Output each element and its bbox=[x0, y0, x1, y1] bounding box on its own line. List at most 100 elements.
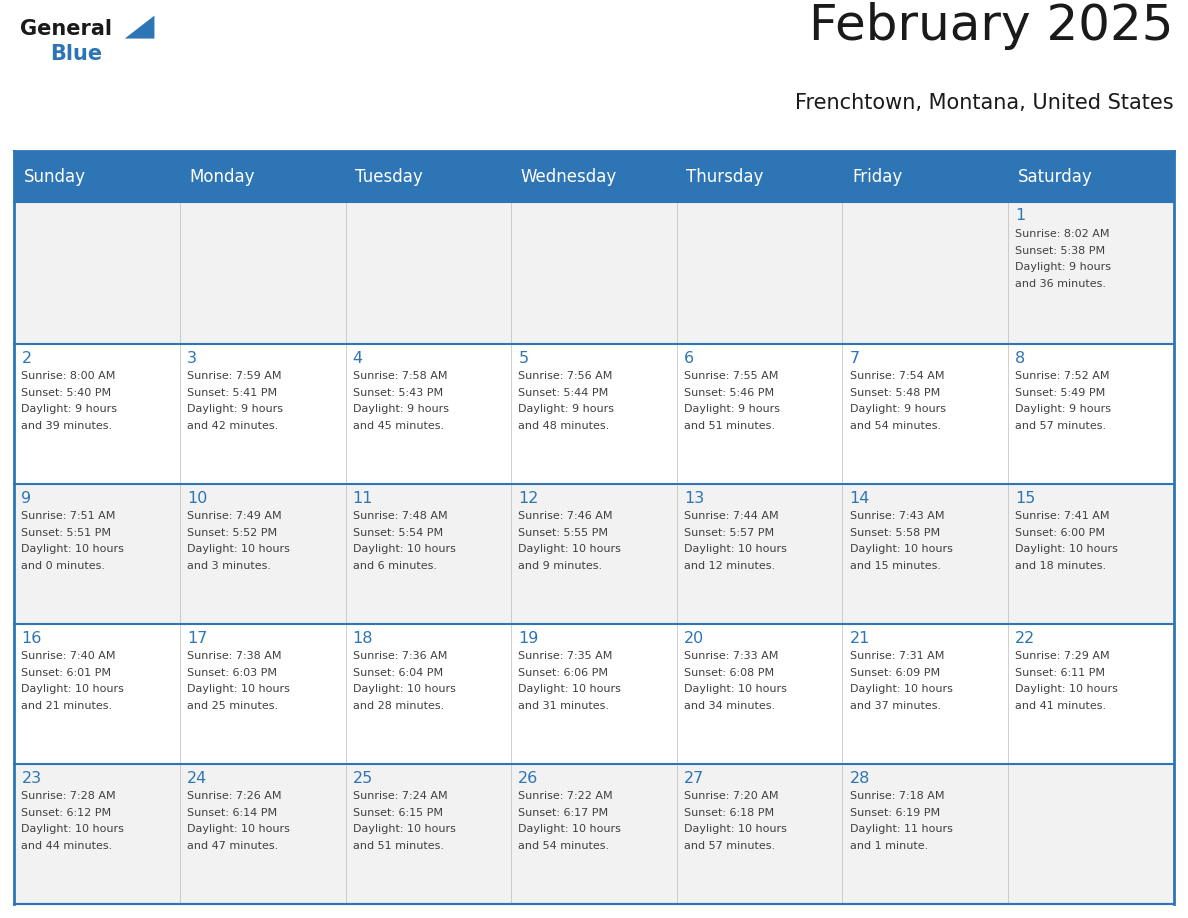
Text: Sunday: Sunday bbox=[24, 168, 86, 185]
Text: Sunset: 6:12 PM: Sunset: 6:12 PM bbox=[21, 808, 112, 818]
Text: 22: 22 bbox=[1016, 631, 1036, 645]
Text: 1: 1 bbox=[1016, 208, 1025, 223]
Text: Daylight: 11 hours: Daylight: 11 hours bbox=[849, 824, 953, 834]
Text: Daylight: 10 hours: Daylight: 10 hours bbox=[518, 685, 621, 694]
Text: Sunrise: 7:24 AM: Sunrise: 7:24 AM bbox=[353, 791, 448, 801]
Bar bbox=[511, 485, 677, 624]
Text: Sunrise: 7:38 AM: Sunrise: 7:38 AM bbox=[187, 652, 282, 661]
Text: Sunrise: 8:02 AM: Sunrise: 8:02 AM bbox=[1016, 229, 1110, 239]
Text: Sunrise: 7:54 AM: Sunrise: 7:54 AM bbox=[849, 372, 944, 381]
Text: 26: 26 bbox=[518, 771, 538, 786]
Text: Sunset: 6:18 PM: Sunset: 6:18 PM bbox=[684, 808, 775, 818]
Bar bbox=[179, 202, 346, 344]
Text: Daylight: 10 hours: Daylight: 10 hours bbox=[353, 544, 455, 554]
Text: Sunset: 6:14 PM: Sunset: 6:14 PM bbox=[187, 808, 277, 818]
Text: Sunrise: 7:26 AM: Sunrise: 7:26 AM bbox=[187, 791, 282, 801]
Text: 18: 18 bbox=[353, 631, 373, 645]
Text: and 3 minutes.: and 3 minutes. bbox=[187, 561, 271, 571]
Text: Daylight: 9 hours: Daylight: 9 hours bbox=[518, 405, 614, 414]
Text: Daylight: 9 hours: Daylight: 9 hours bbox=[187, 405, 283, 414]
Text: and 6 minutes.: and 6 minutes. bbox=[353, 561, 437, 571]
Text: Daylight: 9 hours: Daylight: 9 hours bbox=[353, 405, 449, 414]
Text: Frenchtown, Montana, United States: Frenchtown, Montana, United States bbox=[795, 93, 1174, 113]
Bar bbox=[842, 344, 1009, 485]
Text: Daylight: 10 hours: Daylight: 10 hours bbox=[21, 824, 125, 834]
Bar bbox=[1009, 344, 1174, 485]
Text: Friday: Friday bbox=[852, 168, 902, 185]
Text: Sunset: 6:06 PM: Sunset: 6:06 PM bbox=[518, 668, 608, 677]
Text: Sunset: 6:03 PM: Sunset: 6:03 PM bbox=[187, 668, 277, 677]
Bar bbox=[14, 344, 179, 485]
Text: Sunrise: 7:56 AM: Sunrise: 7:56 AM bbox=[518, 372, 613, 381]
Bar bbox=[842, 202, 1009, 344]
Text: and 25 minutes.: and 25 minutes. bbox=[187, 701, 278, 711]
Text: 23: 23 bbox=[21, 771, 42, 786]
Text: and 57 minutes.: and 57 minutes. bbox=[1016, 421, 1106, 431]
Bar bbox=[179, 485, 346, 624]
Text: 17: 17 bbox=[187, 631, 208, 645]
Text: 14: 14 bbox=[849, 491, 870, 506]
Text: Sunset: 6:15 PM: Sunset: 6:15 PM bbox=[353, 808, 443, 818]
Text: Sunrise: 7:22 AM: Sunrise: 7:22 AM bbox=[518, 791, 613, 801]
Text: Sunset: 6:00 PM: Sunset: 6:00 PM bbox=[1016, 528, 1105, 538]
Text: Daylight: 10 hours: Daylight: 10 hours bbox=[684, 685, 786, 694]
Text: Daylight: 10 hours: Daylight: 10 hours bbox=[1016, 685, 1118, 694]
Text: Daylight: 10 hours: Daylight: 10 hours bbox=[21, 544, 125, 554]
Text: 21: 21 bbox=[849, 631, 870, 645]
Text: Thursday: Thursday bbox=[687, 168, 764, 185]
Text: 27: 27 bbox=[684, 771, 704, 786]
Text: Sunset: 5:38 PM: Sunset: 5:38 PM bbox=[1016, 245, 1105, 255]
Text: Sunset: 5:54 PM: Sunset: 5:54 PM bbox=[353, 528, 443, 538]
Text: Sunset: 5:46 PM: Sunset: 5:46 PM bbox=[684, 388, 775, 397]
Text: 10: 10 bbox=[187, 491, 208, 506]
Text: and 15 minutes.: and 15 minutes. bbox=[849, 561, 941, 571]
Bar bbox=[179, 344, 346, 485]
Bar bbox=[1009, 764, 1174, 904]
Bar bbox=[1009, 202, 1174, 344]
Text: and 31 minutes.: and 31 minutes. bbox=[518, 701, 609, 711]
Text: 13: 13 bbox=[684, 491, 704, 506]
Text: Sunset: 6:08 PM: Sunset: 6:08 PM bbox=[684, 668, 775, 677]
Text: Sunrise: 7:29 AM: Sunrise: 7:29 AM bbox=[1016, 652, 1110, 661]
Text: Sunrise: 7:33 AM: Sunrise: 7:33 AM bbox=[684, 652, 778, 661]
Text: 2: 2 bbox=[21, 351, 32, 365]
Text: and 42 minutes.: and 42 minutes. bbox=[187, 421, 278, 431]
Text: Sunset: 5:58 PM: Sunset: 5:58 PM bbox=[849, 528, 940, 538]
Text: and 54 minutes.: and 54 minutes. bbox=[518, 841, 609, 851]
Text: Blue: Blue bbox=[50, 44, 102, 64]
Text: Sunset: 6:01 PM: Sunset: 6:01 PM bbox=[21, 668, 112, 677]
Text: Daylight: 9 hours: Daylight: 9 hours bbox=[684, 405, 781, 414]
Text: Daylight: 10 hours: Daylight: 10 hours bbox=[187, 685, 290, 694]
Text: 5: 5 bbox=[518, 351, 529, 365]
Text: 16: 16 bbox=[21, 631, 42, 645]
Text: Tuesday: Tuesday bbox=[355, 168, 423, 185]
Text: 4: 4 bbox=[353, 351, 362, 365]
Text: and 51 minutes.: and 51 minutes. bbox=[353, 841, 443, 851]
Text: Daylight: 10 hours: Daylight: 10 hours bbox=[187, 824, 290, 834]
Text: and 34 minutes.: and 34 minutes. bbox=[684, 701, 775, 711]
Text: Sunset: 6:19 PM: Sunset: 6:19 PM bbox=[849, 808, 940, 818]
Text: Daylight: 9 hours: Daylight: 9 hours bbox=[849, 405, 946, 414]
Bar bbox=[179, 764, 346, 904]
Text: 28: 28 bbox=[849, 771, 870, 786]
Text: and 39 minutes.: and 39 minutes. bbox=[21, 421, 113, 431]
Bar bbox=[346, 202, 511, 344]
Text: Daylight: 9 hours: Daylight: 9 hours bbox=[21, 405, 118, 414]
Text: and 36 minutes.: and 36 minutes. bbox=[1016, 279, 1106, 288]
Text: Daylight: 10 hours: Daylight: 10 hours bbox=[21, 685, 125, 694]
Bar bbox=[677, 485, 842, 624]
Text: Sunrise: 7:41 AM: Sunrise: 7:41 AM bbox=[1016, 511, 1110, 521]
Text: Sunrise: 7:43 AM: Sunrise: 7:43 AM bbox=[849, 511, 944, 521]
Text: Sunset: 5:52 PM: Sunset: 5:52 PM bbox=[187, 528, 277, 538]
Text: and 9 minutes.: and 9 minutes. bbox=[518, 561, 602, 571]
Text: 7: 7 bbox=[849, 351, 860, 365]
Text: Sunset: 5:49 PM: Sunset: 5:49 PM bbox=[1016, 388, 1106, 397]
Text: and 21 minutes.: and 21 minutes. bbox=[21, 701, 113, 711]
Text: Sunrise: 7:51 AM: Sunrise: 7:51 AM bbox=[21, 511, 115, 521]
Bar bbox=[14, 485, 179, 624]
Text: Sunrise: 7:58 AM: Sunrise: 7:58 AM bbox=[353, 372, 447, 381]
Bar bbox=[677, 624, 842, 764]
Text: Sunset: 5:51 PM: Sunset: 5:51 PM bbox=[21, 528, 112, 538]
Text: Sunrise: 7:35 AM: Sunrise: 7:35 AM bbox=[518, 652, 613, 661]
Bar bbox=[842, 485, 1009, 624]
